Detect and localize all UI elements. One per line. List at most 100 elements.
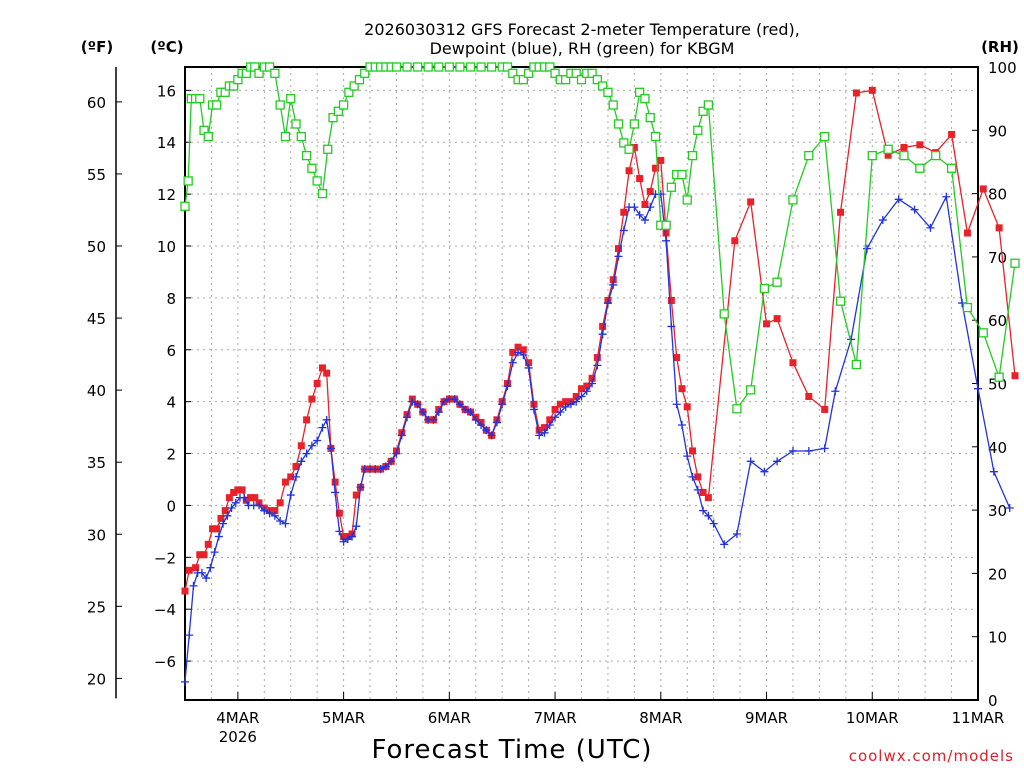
celsius-tick-label: 12 (157, 186, 176, 204)
chart-title-line-1: 2026030312 GFS Forecast 2-meter Temperat… (364, 20, 800, 39)
dewpoint-point (455, 400, 464, 409)
2-meter-temperature-point (948, 130, 956, 138)
relative-humidity-point (962, 302, 973, 313)
2-meter-temperature-point (704, 494, 712, 502)
relative-humidity-point (317, 188, 328, 199)
dewpoint-point (387, 457, 396, 466)
fahrenheit-tick-label: 20 (87, 670, 106, 688)
dewpoint-point (693, 485, 702, 494)
time-tick-label: 11MAR (952, 709, 1005, 727)
relative-humidity-point (502, 62, 513, 72)
relative-humidity-point (550, 68, 560, 78)
2-meter-temperature-point (694, 473, 702, 481)
rh-tick-label: 20 (988, 565, 1007, 583)
2-meter-temperature-point (657, 156, 665, 164)
relative-humidity-point (323, 144, 333, 154)
relative-humidity-point (412, 62, 423, 72)
2-meter-temperature-point (318, 364, 326, 372)
2-meter-temperature-point (652, 164, 660, 172)
2-meter-temperature-point (683, 403, 691, 411)
time-tick-label: 9MAR (745, 709, 788, 727)
dewpoint-point (545, 421, 554, 430)
2-meter-temperature-point (297, 442, 305, 450)
dewpoint-point (732, 529, 741, 538)
2-meter-temperature-point (303, 416, 311, 424)
relative-humidity-point (360, 68, 370, 78)
dewpoint-point (270, 511, 279, 520)
2-meter-temperature-point (662, 229, 670, 237)
2-meter-temperature-point (636, 175, 644, 183)
relative-humidity-point (587, 68, 597, 78)
rh-tick-label: 40 (988, 439, 1007, 457)
dewpoint-point (440, 397, 449, 406)
dewpoint-point (397, 431, 406, 440)
relative-humidity-point (523, 68, 534, 78)
dewpoint-point (343, 535, 352, 544)
dewpoint-point (683, 452, 692, 461)
relative-humidity-point (270, 68, 280, 78)
relative-humidity-point (402, 62, 412, 72)
2-meter-temperature-point (620, 208, 628, 216)
relative-humidity-point (899, 150, 909, 161)
2-meter-temperature-point (340, 533, 348, 541)
relative-humidity-point (212, 100, 222, 110)
relative-humidity-point (682, 195, 692, 205)
2-meter-temperature-point (525, 359, 533, 367)
credit-link[interactable]: coolwx.com/models (849, 747, 1014, 765)
gridlines (184, 67, 979, 700)
dewpoint-point (219, 519, 228, 528)
dewpoint-point (572, 397, 581, 406)
dewpoint-point (760, 467, 769, 476)
dewpoint-point (878, 216, 887, 225)
relative-humidity-point (693, 125, 703, 135)
dewpoint-point (656, 190, 665, 199)
dewpoint-point (339, 537, 348, 546)
relative-humidity-point (788, 195, 798, 205)
2-meter-temperature-point (583, 382, 591, 390)
fahrenheit-tick-label: 35 (87, 454, 106, 472)
2-meter-temperature-point (747, 198, 755, 206)
dewpoint-point (609, 280, 618, 289)
dewpoint-point (498, 400, 507, 409)
2-meter-temperature-point (667, 296, 675, 304)
2-meter-temperature-point (763, 320, 771, 328)
dewpoint-point (297, 457, 306, 466)
relative-humidity-point (344, 87, 354, 97)
dewpoint-point (926, 223, 935, 232)
dewpoint-point (989, 467, 998, 476)
2-meter-temperature-point (323, 369, 331, 377)
relative-humidity-point (931, 150, 941, 161)
relative-humidity-point (1010, 258, 1020, 268)
relative-humidity-point (698, 106, 708, 116)
dewpoint-point (318, 423, 327, 432)
dewpoint-point (603, 299, 612, 308)
2-meter-temperature-point (313, 380, 321, 387)
dewpoint-point (492, 418, 501, 427)
relative-humidity-point (772, 277, 782, 287)
2-meter-temperature-point (185, 566, 193, 574)
dewpoint-point (471, 415, 480, 424)
2-meter-temperature-point (335, 509, 343, 517)
celsius-axis: −6 −4 −2 0 2 4 6 8 10 12 14 16 (154, 82, 191, 671)
relative-humidity-point (592, 75, 603, 85)
2-meter-temperature-point (562, 398, 570, 406)
rh-tick-label: 30 (988, 502, 1007, 520)
relative-humidity-point (423, 62, 433, 72)
dewpoint-point (185, 631, 194, 640)
relative-humidity-point (645, 112, 655, 123)
fahrenheit-tick-label: 25 (87, 598, 106, 616)
relative-humidity-point (635, 87, 645, 97)
dewpoint-point (434, 408, 443, 417)
dewpoint-point (392, 449, 401, 458)
dewpoint-point (210, 548, 219, 557)
dewpoint-point (577, 392, 586, 401)
dewpoint-point (197, 568, 206, 577)
dewpoint-point (487, 431, 496, 440)
2-meter-temperature-point (773, 315, 781, 323)
relative-humidity-point (328, 112, 338, 123)
dewpoint-point (206, 563, 215, 572)
dewpoint-point (413, 400, 422, 409)
celsius-tick-label: 16 (157, 82, 176, 100)
2-meter-temperature-point (699, 488, 707, 496)
relative-humidity-point (613, 119, 624, 129)
